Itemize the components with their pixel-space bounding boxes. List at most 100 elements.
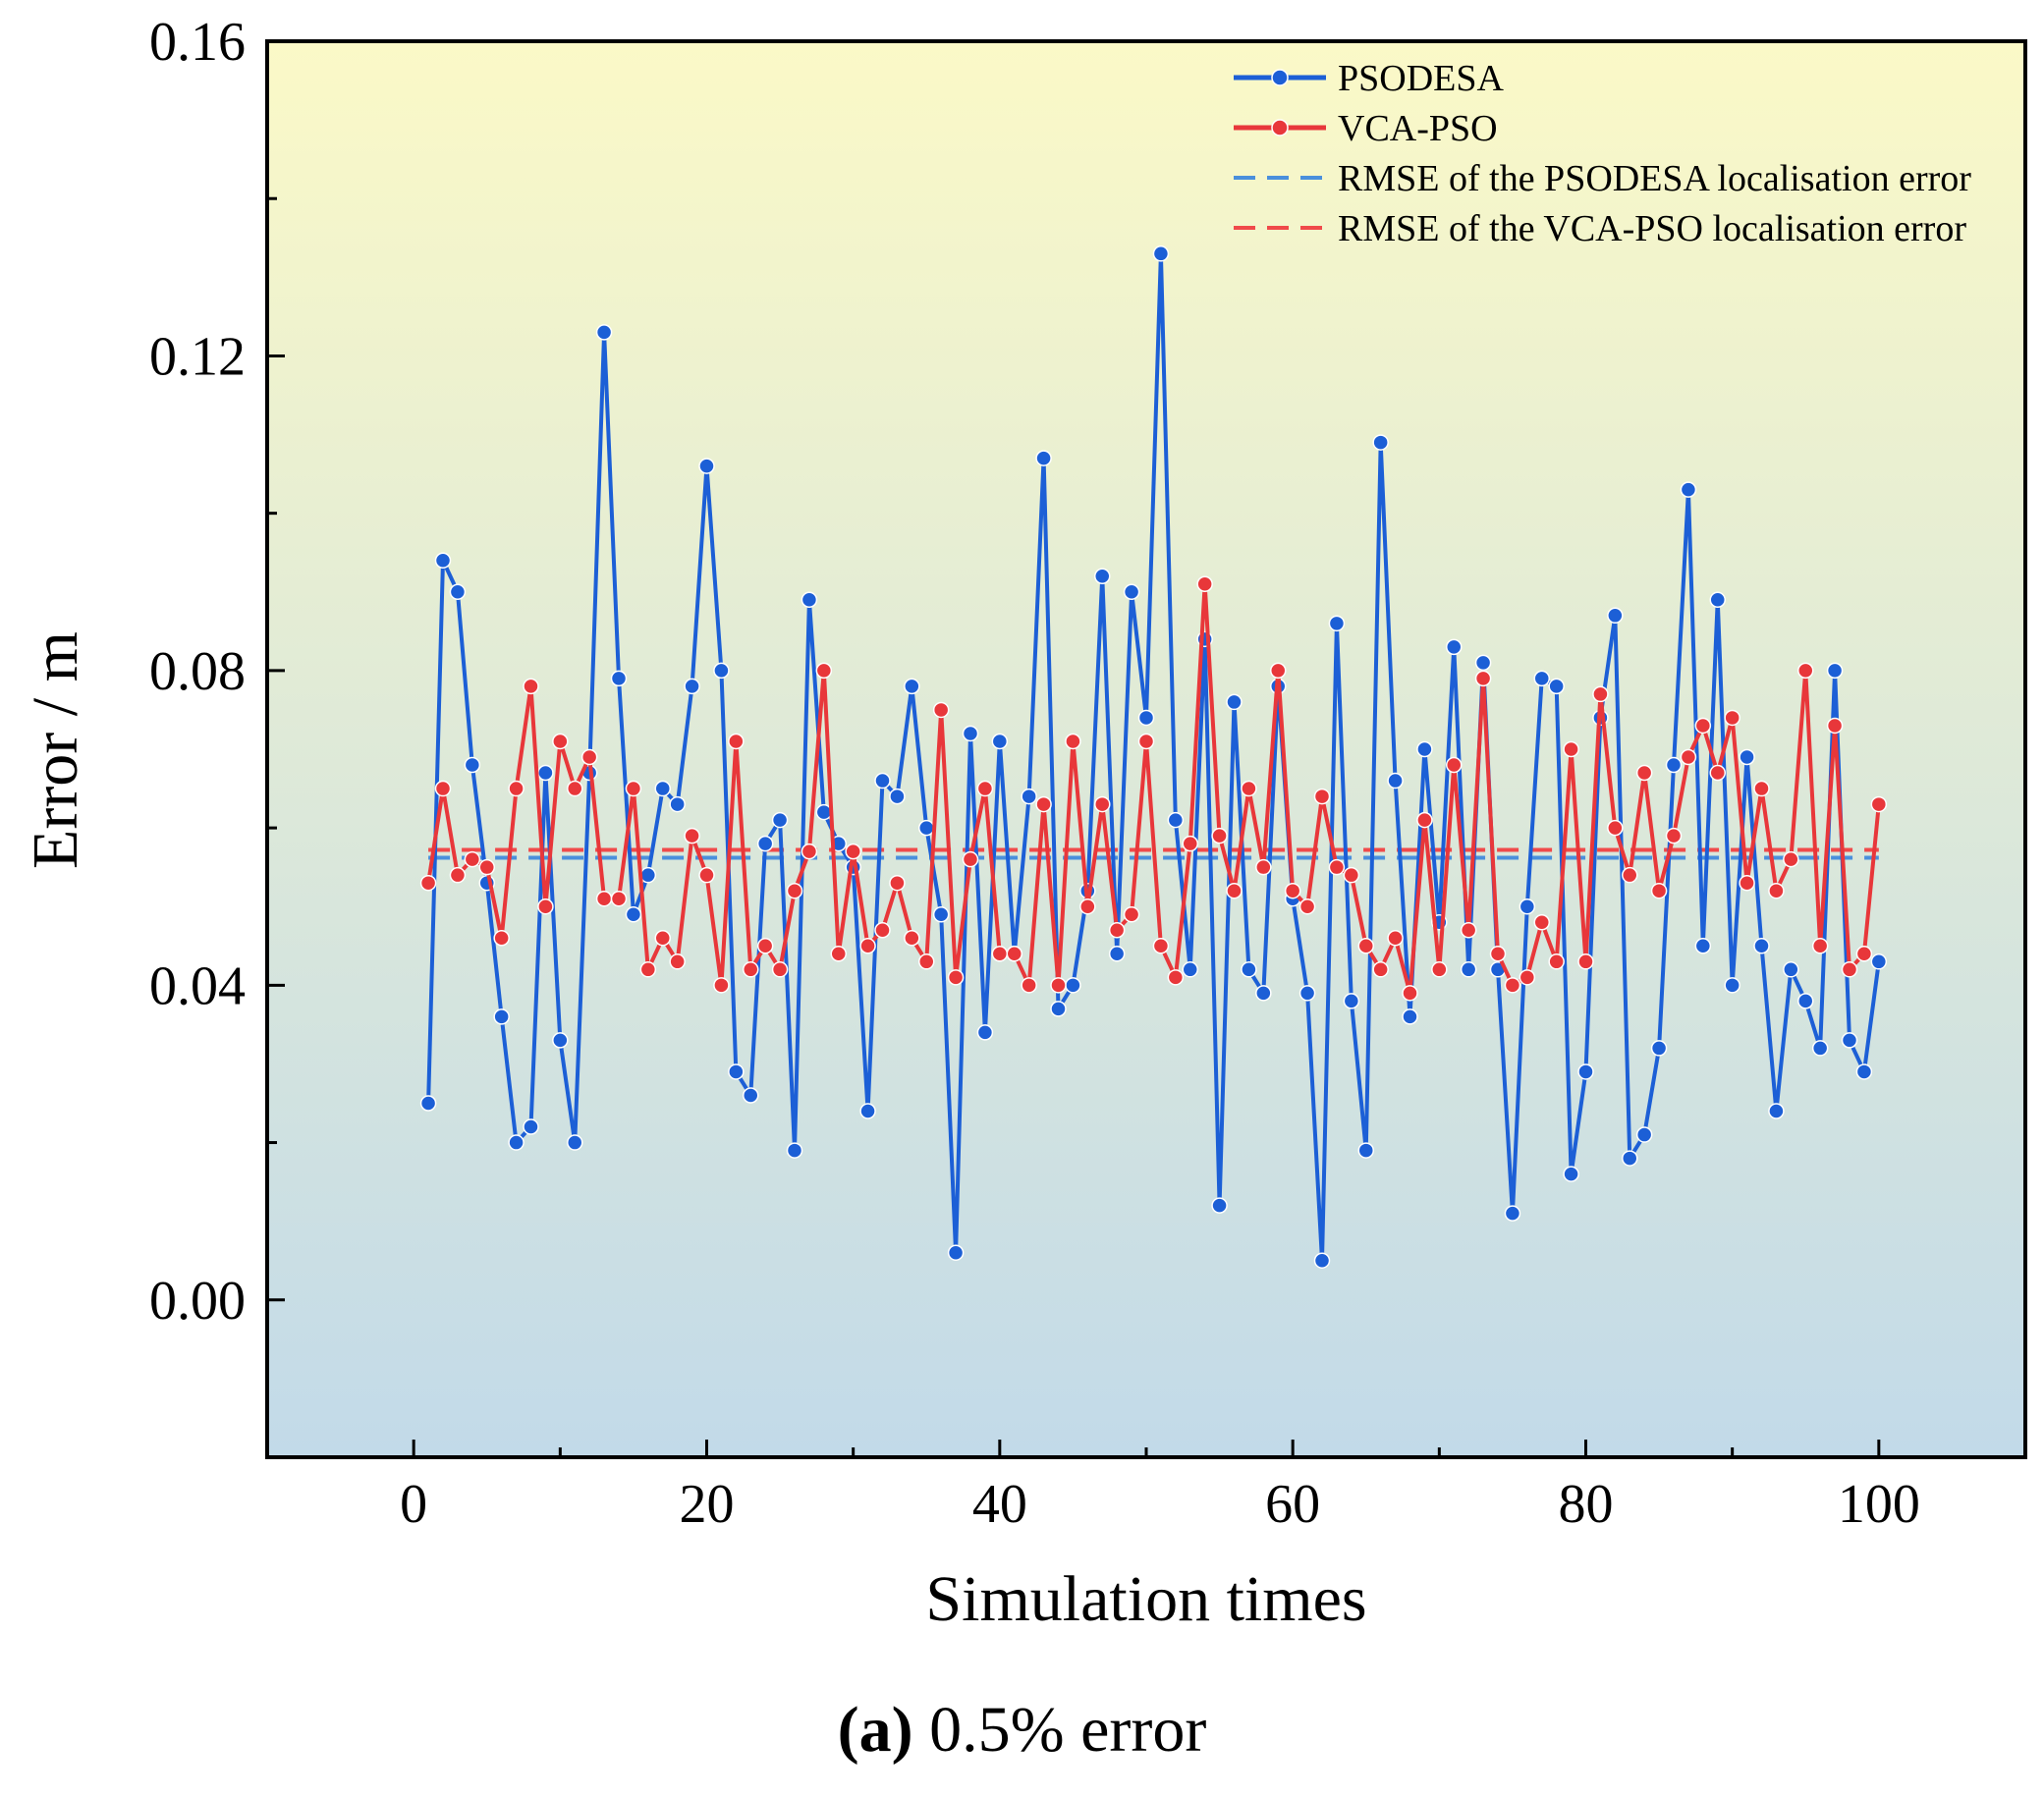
data-point: [595, 890, 613, 907]
data-point: [610, 670, 628, 687]
data-point: [962, 725, 979, 742]
data-point: [567, 780, 583, 797]
data-point: [728, 1063, 745, 1080]
data-point: [1152, 245, 1170, 262]
data-point: [1137, 733, 1155, 750]
data-point: [771, 811, 789, 829]
data-point: [1270, 662, 1287, 680]
data-point: [523, 1118, 539, 1135]
data-point: [713, 662, 730, 680]
data-point: [552, 733, 569, 750]
data-point: [1123, 583, 1140, 601]
data-point: [1709, 591, 1726, 609]
series-line: [426, 251, 1881, 1263]
data-point: [625, 905, 642, 923]
data-point: [654, 930, 671, 947]
data-point: [464, 756, 481, 774]
data-point: [1826, 662, 1844, 680]
data-point: [1211, 827, 1228, 844]
legend-label: PSODESA: [1338, 58, 1504, 99]
data-point: [1226, 882, 1243, 899]
y-tick-label: 0.12: [149, 326, 246, 387]
data-point: [523, 678, 539, 695]
data-point: [756, 835, 774, 852]
data-point: [698, 458, 715, 474]
data-point: [859, 1103, 876, 1119]
data-point: [1533, 670, 1550, 687]
data-point: [889, 874, 906, 892]
data-point: [1768, 882, 1785, 899]
data-point: [1313, 788, 1331, 805]
data-point: [1357, 938, 1374, 954]
data-point: [1622, 866, 1638, 884]
data-point: [1416, 811, 1433, 829]
caption-label: (a): [837, 1694, 913, 1766]
data-point: [1592, 685, 1609, 703]
data-point: [478, 858, 495, 876]
data-point: [1680, 748, 1697, 766]
data-point: [493, 930, 510, 947]
data-point: [1460, 961, 1477, 978]
data-point: [1739, 748, 1755, 766]
legend: PSODESA VCA-PSO RMSE of the PSODESA locali…: [1234, 58, 1971, 249]
data-point: [947, 969, 965, 986]
data-point: [1065, 733, 1081, 750]
x-tick-label: 0: [400, 1474, 427, 1535]
series-vca-pso: [419, 575, 1888, 1002]
series-line: [426, 581, 1881, 996]
data-point: [1841, 1032, 1858, 1049]
data-point: [1724, 977, 1740, 994]
data-point: [1577, 1063, 1594, 1080]
data-point: [1416, 740, 1433, 758]
data-point: [728, 733, 745, 750]
data-point: [1137, 709, 1155, 727]
data-point: [1797, 662, 1814, 680]
data-point: [1211, 1197, 1228, 1214]
data-point: [1694, 717, 1712, 735]
data-point: [1474, 670, 1492, 687]
data-point: [1431, 961, 1448, 978]
data-point: [552, 1032, 569, 1049]
data-point: [786, 882, 803, 899]
data-point: [991, 733, 1009, 750]
data-point: [1504, 1205, 1521, 1222]
data-point: [889, 788, 906, 805]
data-point: [1709, 764, 1726, 782]
data-point: [580, 748, 598, 766]
data-point: [962, 850, 979, 868]
data-point: [932, 701, 950, 719]
data-point: [1489, 946, 1507, 962]
data-point: [1196, 575, 1213, 593]
data-point: [1650, 882, 1668, 899]
data-point: [1241, 780, 1257, 797]
y-tick-label: 0.04: [149, 955, 246, 1016]
data-point: [1870, 953, 1888, 970]
data-point: [1328, 615, 1346, 632]
data-point: [1826, 717, 1844, 735]
data-point: [1313, 1252, 1331, 1269]
data-point: [874, 922, 891, 939]
data-point: [918, 819, 935, 837]
data-point: [713, 977, 730, 994]
data-point: [434, 780, 452, 797]
y-tick-label: 0.08: [149, 641, 246, 702]
data-point: [1006, 946, 1022, 962]
data-point: [1650, 1040, 1668, 1057]
legend-label: RMSE of the VCA-PSO localisation error: [1338, 208, 1966, 249]
data-point: [654, 780, 671, 797]
data-point: [537, 764, 554, 782]
data-point: [1108, 946, 1126, 962]
data-point: [669, 953, 686, 970]
y-tick-label: 0.16: [149, 12, 246, 73]
legend-label: VCA-PSO: [1338, 108, 1498, 149]
data-point: [1577, 953, 1594, 970]
data-point: [610, 890, 628, 907]
data-point: [1021, 788, 1037, 805]
data-point: [1402, 985, 1418, 1002]
data-point: [830, 946, 847, 962]
data-point: [1753, 780, 1770, 797]
data-point: [698, 866, 715, 884]
data-point: [1123, 905, 1140, 923]
data-point: [1343, 993, 1360, 1009]
